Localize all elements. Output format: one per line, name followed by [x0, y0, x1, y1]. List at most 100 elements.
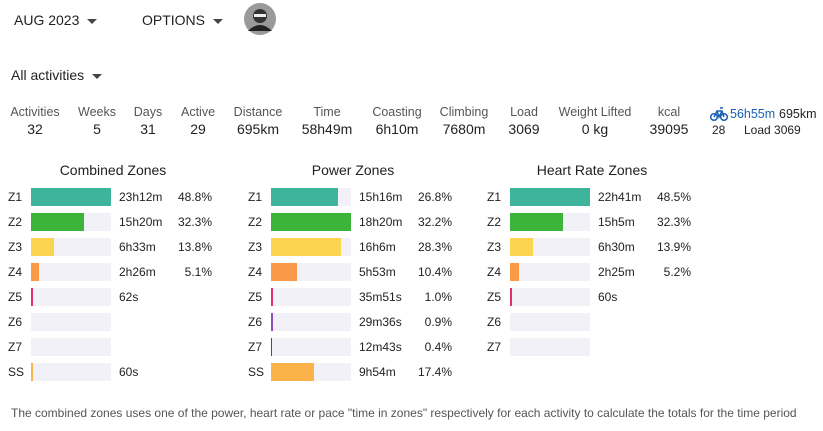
summary-duration: 56h55m [730, 107, 776, 121]
stat: Activities 32 [10, 105, 59, 137]
zone-label: Z1 [248, 190, 263, 204]
zone-label: Z2 [248, 215, 263, 229]
bar-track [271, 288, 351, 306]
zone-bar [271, 338, 272, 356]
zone-pct: 28.3% [417, 240, 452, 254]
zone-pct: 48.5% [656, 190, 691, 204]
zone-bar [31, 238, 54, 256]
stat-label: Active [180, 105, 216, 119]
bar-track [31, 363, 111, 381]
stat-label: kcal [657, 105, 681, 119]
month-label: AUG 2023 [14, 12, 80, 28]
stat-value: 29 [190, 121, 206, 137]
zone-label: SS [8, 365, 25, 379]
zone-pct: 17.4% [417, 365, 452, 379]
zone-time: 18h20m [359, 215, 403, 229]
bar-track [510, 313, 590, 331]
bar-track [510, 338, 590, 356]
zone-pct: 32.2% [417, 215, 452, 229]
zone-time: 5h53m [359, 265, 396, 279]
zone-pct: 32.3% [656, 215, 691, 229]
zone-pct: 26.8% [417, 190, 452, 204]
zone-time: 2h26m [119, 265, 156, 279]
stat-label: Climbing [439, 105, 489, 119]
zone-pct: 13.8% [177, 240, 212, 254]
stat-value: 0 kg [581, 121, 609, 137]
options-label: OPTIONS [142, 12, 206, 28]
zone-pct: 32.3% [177, 215, 212, 229]
stat-label: Distance [233, 105, 283, 119]
zone-label: Z5 [487, 290, 502, 304]
stat: Climbing 7680m [440, 105, 489, 137]
stat: Time 58h49m [302, 105, 353, 137]
zone-bar [510, 288, 512, 306]
stat-label: Weight Lifted [558, 105, 632, 119]
zone-time: 60s [119, 365, 139, 379]
bar-track [271, 313, 351, 331]
zone-label: Z4 [8, 265, 23, 279]
stat-value: 39095 [649, 121, 689, 137]
zone-title: Heart Rate Zones [536, 162, 648, 178]
stat: Weeks 5 [78, 105, 116, 137]
zone-label: SS [248, 365, 265, 379]
bike-icon [710, 107, 728, 121]
zone-label: Z4 [248, 265, 263, 279]
zone-label: Z4 [487, 265, 502, 279]
zone-label: Z3 [487, 240, 502, 254]
stat-value: 3069 [508, 121, 540, 137]
zone-time: 16h6m [359, 240, 396, 254]
bar-track [31, 338, 111, 356]
options-button[interactable]: OPTIONS [142, 12, 224, 28]
zone-bar [31, 213, 84, 231]
zone-time: 9h54m [359, 365, 396, 379]
zone-pct: 0.4% [424, 340, 452, 354]
zone-label: Z2 [487, 215, 502, 229]
stat: Coasting 6h10m [372, 105, 421, 137]
avatar[interactable] [244, 3, 276, 35]
stat: kcal 39095 [650, 105, 689, 137]
month-button[interactable]: AUG 2023 [14, 12, 98, 28]
zone-time: 12m43s [359, 340, 402, 354]
zone-bar [271, 313, 274, 331]
zone-bar [271, 213, 351, 231]
zone-pct: 1.0% [424, 290, 452, 304]
activity-filter[interactable]: All activities [11, 67, 103, 83]
zone-bar [271, 238, 342, 256]
zone-pct: 5.1% [184, 265, 212, 279]
stat: Active 29 [181, 105, 215, 137]
summary-count: 28 [712, 123, 726, 137]
zone-time: 2h25m [598, 265, 635, 279]
footnote: The combined zones uses one of the power… [11, 406, 797, 420]
stat: Load 3069 [508, 105, 539, 137]
zone-label: Z1 [8, 190, 23, 204]
stat: Days 31 [134, 105, 162, 137]
stat-label: Coasting [372, 105, 422, 119]
stat: Weight Lifted 0 kg [559, 105, 632, 137]
bar-track [271, 338, 351, 356]
zone-label: Z7 [487, 340, 502, 354]
zone-label: Z7 [248, 340, 263, 354]
stat-value: 695km [236, 121, 280, 137]
bar-track [31, 313, 111, 331]
bar-track [31, 288, 111, 306]
stat: Distance 695km [234, 105, 283, 137]
stat-value: 58h49m [301, 121, 353, 137]
bar-track [31, 263, 111, 281]
zone-label: Z6 [8, 315, 23, 329]
stat-value: 6h10m [375, 121, 419, 137]
zone-bar [271, 263, 297, 281]
zone-pct: 0.9% [424, 315, 452, 329]
bar-track [510, 288, 590, 306]
zone-label: Z2 [8, 215, 23, 229]
summary-distance: 695km [779, 107, 817, 121]
zone-bar [271, 288, 274, 306]
zone-time: 22h41m [598, 190, 642, 204]
zone-pct: 48.8% [177, 190, 212, 204]
zone-time: 15h20m [119, 215, 163, 229]
stat-label: Load [510, 105, 538, 119]
zone-bar [510, 188, 590, 206]
bar-track [510, 263, 590, 281]
zone-time: 62s [119, 290, 139, 304]
zone-label: Z1 [487, 190, 502, 204]
